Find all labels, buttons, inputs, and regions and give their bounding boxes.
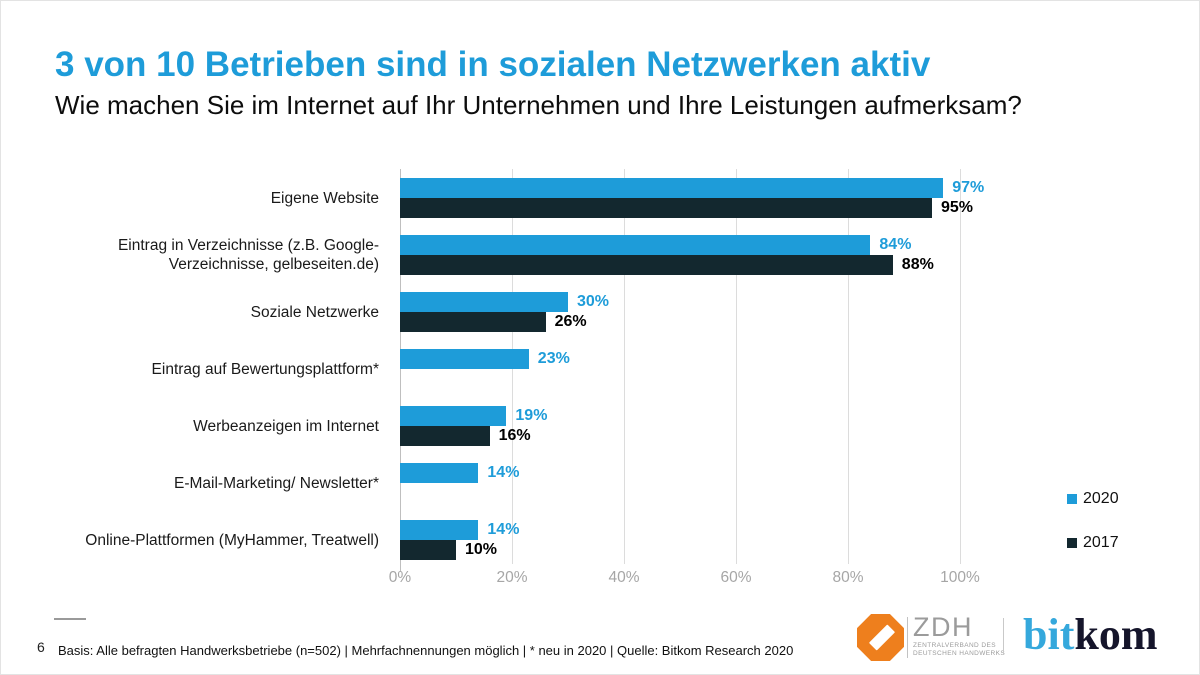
category-label: Online-Plattformen (MyHammer, Treatwell) <box>85 531 379 549</box>
bar-value-2020: 84% <box>879 236 912 253</box>
category-label: Eintrag auf Bewertungsplattform* <box>151 360 379 378</box>
bar-2017 <box>400 255 893 275</box>
zdh-tagline-line2: DEUTSCHEN HANDWERKS <box>913 650 1006 657</box>
bar-2020 <box>400 292 568 312</box>
gridline <box>624 169 625 564</box>
bar-2017 <box>400 198 932 218</box>
bar-value-2020: 23% <box>537 350 570 367</box>
category-label: Werbeanzeigen im Internet <box>193 417 379 435</box>
gridline <box>848 169 849 564</box>
legend-label-2020: 2020 <box>1083 490 1119 507</box>
legend-item-2020: 2020 <box>1067 490 1119 508</box>
y-axis-line <box>400 169 401 572</box>
bar-value-2017: 88% <box>901 256 934 273</box>
category-label: E-Mail-Marketing/ Newsletter* <box>174 474 379 492</box>
legend-label-2017: 2017 <box>1083 534 1119 551</box>
bitkom-logo-bit: bit <box>1023 610 1075 659</box>
bar-2017 <box>400 312 546 332</box>
bar-value-2020: 19% <box>515 407 548 424</box>
bar-2020 <box>400 349 529 369</box>
footer-divider-line <box>54 618 86 620</box>
zdh-logo-separator <box>907 617 908 658</box>
category-label: Eigene Website <box>270 189 379 207</box>
page-number: 6 <box>37 639 45 655</box>
bar-2017 <box>400 426 490 446</box>
zdh-logo-tagline: ZENTRALVERBAND DES DEUTSCHEN HANDWERKS <box>913 642 1005 658</box>
x-axis-tick-label: 20% <box>496 569 528 586</box>
legend-swatch-2020 <box>1067 494 1077 504</box>
bar-value-2020: 30% <box>577 293 610 310</box>
legend-item-2017: 2017 <box>1067 534 1119 552</box>
x-axis-tick-label: 80% <box>832 569 864 586</box>
bar-value-2020: 97% <box>952 179 985 196</box>
bar-value-2017: 26% <box>554 313 587 330</box>
bitkom-logo: bitkom <box>1023 613 1157 657</box>
slide-title: 3 von 10 Betrieben sind in sozialen Netz… <box>55 45 931 84</box>
bar-value-2017: 10% <box>465 541 498 558</box>
bitkom-logo-kom: kom <box>1074 610 1158 659</box>
bar-2020 <box>400 178 944 198</box>
bar-2020 <box>400 406 507 426</box>
gridline <box>736 169 737 564</box>
x-axis-tick-label: 100% <box>940 569 980 586</box>
bar-2017 <box>400 540 456 560</box>
bar-2020 <box>400 520 479 540</box>
zdh-tagline-line1: ZENTRALVERBAND DES <box>913 642 996 649</box>
x-axis-tick-label: 40% <box>608 569 640 586</box>
zdh-logo-text: ZDH <box>913 612 973 642</box>
bar-value-2020: 14% <box>487 464 520 481</box>
footer-source-text: Basis: Alle befragten Handwerksbetriebe … <box>58 643 794 658</box>
category-label: Eintrag in Verzeichnisse (z.B. Google-Ve… <box>117 237 379 273</box>
x-axis-tick-label: 60% <box>720 569 752 586</box>
legend-swatch-2017 <box>1067 538 1077 548</box>
logo-divider <box>1003 618 1004 655</box>
category-label: Soziale Netzwerke <box>250 303 379 321</box>
bar-value-2020: 14% <box>487 521 520 538</box>
bar-value-2017: 16% <box>498 427 531 444</box>
gridline <box>960 169 961 564</box>
bar-2020 <box>400 463 479 483</box>
slide-subtitle: Wie machen Sie im Internet auf Ihr Unter… <box>55 90 1022 120</box>
x-axis-tick-label: 0% <box>388 569 412 586</box>
bar-2020 <box>400 235 871 255</box>
bar-value-2017: 95% <box>941 199 974 216</box>
